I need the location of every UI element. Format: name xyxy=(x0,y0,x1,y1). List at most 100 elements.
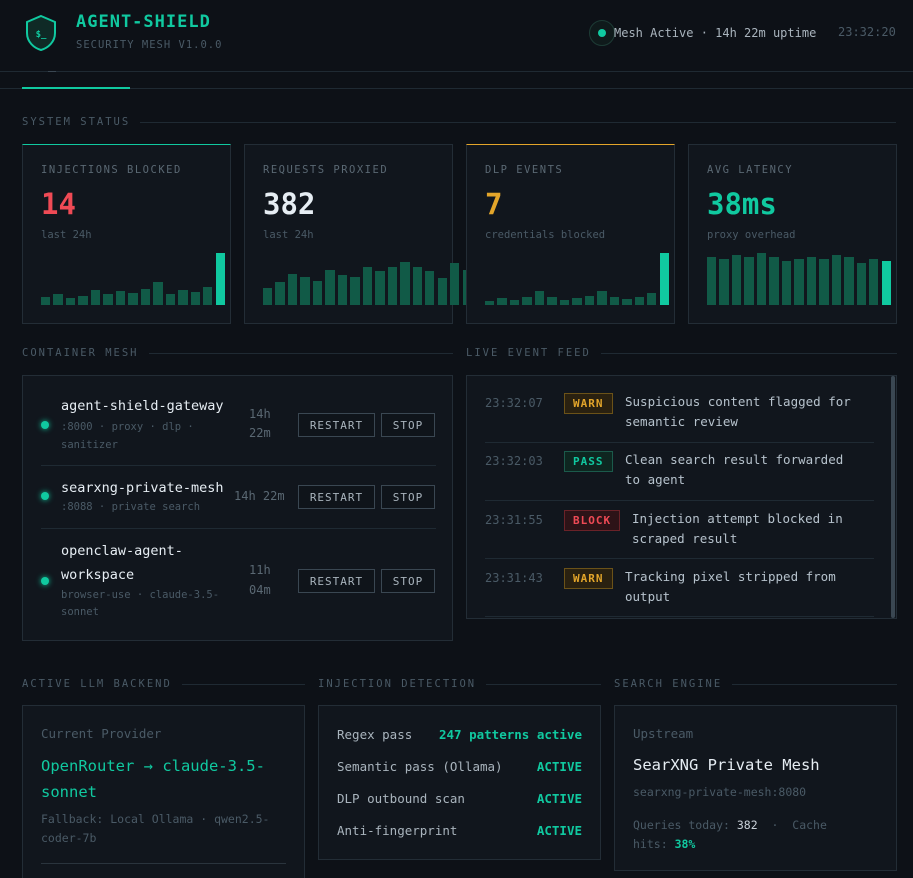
sparkline-bar xyxy=(781,261,792,305)
sparkline-bar xyxy=(756,253,767,305)
section-system-status: SYSTEM STATUS xyxy=(22,116,896,128)
container-meta: :8088 · private search xyxy=(61,501,201,513)
event-text: Tracking pixel stripped from output xyxy=(625,569,836,604)
detection-value: 247 patterns active xyxy=(439,727,582,742)
sparkline-bar xyxy=(856,263,866,305)
sparkline-bar xyxy=(437,278,447,305)
container-uptime: 11h xyxy=(249,563,271,577)
sparkline-bar xyxy=(165,294,176,305)
event-divider xyxy=(485,616,874,617)
mesh-status-text: Mesh Active · 14h 22m uptime xyxy=(614,26,817,40)
sparkline-bar xyxy=(375,271,385,305)
sparkline-bar xyxy=(819,259,829,305)
active-tab-indicator[interactable] xyxy=(22,87,130,89)
restart-button-openclaw[interactable]: RESTART xyxy=(298,569,375,593)
container-uptime: 14h 22m xyxy=(234,489,285,503)
sparkline-bar xyxy=(337,275,348,305)
event-feed-scrollbar[interactable] xyxy=(891,376,895,618)
stat-sub: proxy overhead xyxy=(707,229,796,241)
svg-text:$_: $_ xyxy=(36,30,47,40)
sparkline-bar xyxy=(412,267,422,305)
sparkline xyxy=(707,251,891,305)
sparkline-bar xyxy=(622,299,632,305)
container-row-searxng: searxng-private-mesh :8088 · private sea… xyxy=(41,476,434,516)
status-dot-icon xyxy=(598,29,606,37)
sparkline-bar xyxy=(597,291,607,305)
sparkline-bar xyxy=(190,292,200,305)
section-title-text: ACTIVE LLM BACKEND xyxy=(22,678,172,690)
event-divider xyxy=(485,558,874,559)
section-live-event-feed: LIVE EVENT FEED xyxy=(466,347,897,359)
sparkline xyxy=(41,251,225,305)
event-time: 23:32:03 xyxy=(485,454,543,468)
running-status-icon xyxy=(41,577,49,585)
container-name: workspace xyxy=(61,567,135,583)
sparkline-bar xyxy=(719,259,729,305)
stat-card-injections: INJECTIONS BLOCKED 14 last 24h xyxy=(22,144,231,324)
event-divider xyxy=(485,500,874,501)
sparkline-bar xyxy=(744,257,754,305)
sparkline-bar xyxy=(647,293,657,305)
section-title-text: SYSTEM STATUS xyxy=(22,116,131,128)
stop-button-searxng[interactable]: STOP xyxy=(381,485,435,509)
sparkline-bar xyxy=(609,297,620,305)
mesh-status: Mesh Active · 14h 22m uptime xyxy=(589,19,816,47)
sparkline-bar xyxy=(350,277,360,305)
event-text: Suspicious content flagged for semantic r… xyxy=(625,394,851,429)
sparkline xyxy=(485,251,669,305)
shield-icon: $_ xyxy=(26,14,56,52)
search-engine-name: SearXNG Private Mesh xyxy=(633,756,820,774)
sparkline-bar xyxy=(387,267,398,305)
sparkline-bar xyxy=(203,287,213,305)
sparkline-bar xyxy=(547,297,557,305)
search-stats: Queries today: 382 · Cache hits: 38% xyxy=(633,818,827,851)
section-title-text: SEARCH ENGINE xyxy=(614,678,723,690)
stop-button-openclaw[interactable]: STOP xyxy=(381,569,435,593)
sparkline-bar xyxy=(115,291,126,305)
event-text: Injection attempt blocked in scraped resu… xyxy=(632,511,843,546)
sparkline xyxy=(263,251,485,305)
injection-detection-panel: Regex pass 247 patterns active Semantic … xyxy=(318,705,601,860)
container-mesh-panel: agent-shield-gateway :8000 · proxy · dlp… xyxy=(22,375,453,641)
container-name: searxng-private-mesh xyxy=(61,480,224,496)
sparkline-bar xyxy=(300,277,310,305)
restart-button-gateway[interactable]: RESTART xyxy=(298,413,375,437)
event-text: Clean search result forwarded to agent xyxy=(625,452,844,487)
status-indicator xyxy=(589,20,615,46)
event-time: 23:31:43 xyxy=(485,571,543,585)
sparkline-bar xyxy=(509,300,520,305)
sparkline-bar xyxy=(485,301,495,305)
sparkline-bar xyxy=(128,293,138,305)
detection-value: ACTIVE xyxy=(536,759,582,774)
section-title-text: CONTAINER MESH xyxy=(22,347,139,359)
stat-sub: last 24h xyxy=(41,229,92,241)
detection-name: Semantic pass (Ollama) xyxy=(337,759,503,774)
container-uptime: 14h xyxy=(249,407,271,421)
sparkline-bar xyxy=(425,271,435,305)
restart-button-searxng[interactable]: RESTART xyxy=(298,485,375,509)
stop-button-gateway[interactable]: STOP xyxy=(381,413,435,437)
sparkline-bar xyxy=(572,298,582,305)
sparkline-bar xyxy=(362,267,373,305)
sparkline-bar xyxy=(806,257,817,305)
provider-name: OpenRouter → claude-3.5- sonnet xyxy=(41,757,265,801)
stat-value: 14 xyxy=(41,187,76,221)
sparkline-bar xyxy=(559,300,570,305)
sparkline-bar xyxy=(450,263,460,305)
sparkline-bar xyxy=(794,259,804,305)
stat-sub: last 24h xyxy=(263,229,314,241)
stat-card-latency: AVG LATENCY 38ms proxy overhead xyxy=(688,144,897,324)
search-engine-panel: Upstream SearXNG Private Mesh searxng-pr… xyxy=(614,705,897,871)
sparkline-bar xyxy=(78,296,88,305)
llm-backend-panel: Current Provider OpenRouter → claude-3.5… xyxy=(22,705,305,878)
container-uptime: 22m xyxy=(249,426,271,440)
event-time: 23:32:07 xyxy=(485,396,543,410)
sparkline-bar xyxy=(215,253,225,305)
app-header: $_ AGENT-SHIELD SECURITY MESH V1.0.0 Mes… xyxy=(0,0,913,72)
sparkline-bar xyxy=(497,298,507,305)
section-injection-detection: INJECTION DETECTION xyxy=(318,678,601,690)
container-name: agent-shield-gateway xyxy=(61,398,224,414)
upstream-label: Upstream xyxy=(633,726,694,741)
sparkline-bar xyxy=(263,288,273,305)
stat-label: REQUESTS PROXIED xyxy=(263,164,389,176)
